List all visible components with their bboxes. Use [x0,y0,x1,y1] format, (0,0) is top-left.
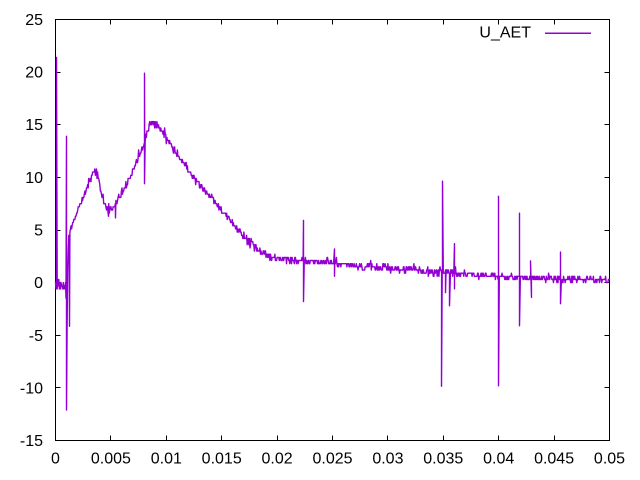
svg-text:5: 5 [34,223,43,240]
svg-text:0.015: 0.015 [202,451,242,468]
svg-text:15: 15 [25,117,43,134]
svg-text:0.005: 0.005 [91,451,131,468]
svg-text:0.025: 0.025 [312,451,352,468]
svg-text:20: 20 [25,65,43,82]
svg-text:0: 0 [34,275,43,292]
svg-text:10: 10 [25,170,43,187]
svg-text:0.02: 0.02 [262,451,293,468]
svg-text:U_AET: U_AET [479,25,531,42]
svg-text:0.035: 0.035 [423,451,463,468]
svg-text:-15: -15 [20,433,43,450]
svg-text:25: 25 [25,12,43,29]
svg-text:0.03: 0.03 [372,451,403,468]
svg-text:0: 0 [51,451,60,468]
svg-text:-10: -10 [20,380,43,397]
svg-text:0.04: 0.04 [483,451,514,468]
svg-text:0.01: 0.01 [151,451,182,468]
svg-text:0.045: 0.045 [534,451,574,468]
svg-text:0.05: 0.05 [594,451,625,468]
svg-text:-5: -5 [29,328,43,345]
